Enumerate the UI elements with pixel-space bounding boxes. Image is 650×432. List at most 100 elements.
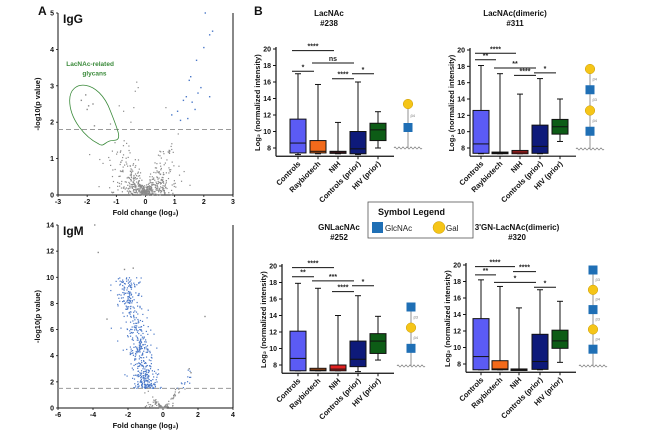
- data-point: [137, 294, 139, 297]
- data-point: [147, 383, 149, 385]
- data-point: [130, 179, 132, 181]
- data-point: [164, 185, 166, 187]
- data-point: [153, 370, 156, 372]
- data-point: [139, 305, 141, 307]
- data-point: [133, 329, 136, 331]
- data-point: [156, 182, 158, 185]
- data-point: [130, 279, 132, 281]
- data-point: [141, 354, 143, 356]
- data-point: [128, 177, 131, 179]
- data-point: [128, 188, 130, 190]
- data-point: [167, 177, 170, 180]
- gal-circle-icon: [405, 322, 417, 333]
- highlighted-point: [182, 99, 185, 102]
- data-point: [139, 363, 142, 365]
- data-point: [140, 184, 142, 186]
- box-raybiotech: [491, 360, 509, 371]
- data-point: [134, 285, 136, 287]
- data-point: [140, 190, 142, 192]
- data-point: [171, 148, 173, 151]
- data-point: [141, 188, 143, 190]
- lacnac-highlight-outline: [69, 84, 120, 146]
- data-point: [122, 169, 124, 171]
- data-point: [135, 292, 137, 294]
- data-point: [147, 190, 149, 192]
- data-point: [129, 301, 131, 303]
- data-point: [146, 373, 149, 376]
- data-point: [174, 393, 176, 395]
- data-point: [137, 348, 139, 350]
- x-tick-label: -6: [55, 412, 61, 419]
- gal-circle-icon: [432, 221, 446, 234]
- data-point: [173, 394, 175, 397]
- data-point: [129, 152, 131, 154]
- data-point: [145, 369, 147, 371]
- linkage-label: β4: [596, 297, 601, 302]
- data-point: [140, 375, 143, 378]
- data-point: [148, 190, 150, 192]
- significance-label: *: [544, 66, 547, 73]
- data-point: [148, 188, 150, 190]
- data-point: [131, 186, 134, 188]
- category-label: NIH: [508, 375, 524, 391]
- data-point: [183, 383, 186, 385]
- data-point: [139, 363, 141, 365]
- data-point: [162, 182, 165, 184]
- x-tick-label: -1: [113, 199, 119, 206]
- data-point: [109, 187, 111, 189]
- data-point: [159, 404, 161, 407]
- data-point: [138, 362, 140, 364]
- data-point: [140, 342, 143, 344]
- data-point: [120, 187, 123, 189]
- data-point: [157, 189, 159, 191]
- data-point: [147, 381, 149, 383]
- data-point: [154, 162, 156, 164]
- data-point: [147, 348, 149, 350]
- data-point: [134, 363, 137, 366]
- data-point: [148, 384, 150, 386]
- data-point: [174, 394, 176, 396]
- data-point: [156, 404, 158, 407]
- data-point: [137, 182, 140, 184]
- data-point: [150, 193, 152, 195]
- data-point: [160, 190, 162, 193]
- data-point: [123, 289, 125, 291]
- data-point: [130, 308, 132, 310]
- significance-label: **: [483, 268, 489, 275]
- data-point: [153, 387, 155, 389]
- data-point: [136, 350, 138, 352]
- data-point: [147, 401, 149, 404]
- y-tick-label: 1: [50, 156, 54, 163]
- data-point: [163, 153, 165, 155]
- data-point: [119, 277, 121, 279]
- data-point: [144, 193, 146, 196]
- data-point: [151, 183, 153, 186]
- data-point: [174, 395, 177, 397]
- highlighted-point: [208, 34, 211, 36]
- data-point: [133, 364, 135, 367]
- data-point: [140, 347, 142, 349]
- data-point: [147, 193, 149, 196]
- data-point: [144, 343, 146, 346]
- box-controls-prior-: [349, 340, 367, 368]
- data-point: [125, 278, 128, 280]
- data-point: [129, 302, 131, 304]
- significance-label: **: [300, 270, 306, 277]
- data-point: [145, 339, 147, 341]
- data-point: [148, 359, 150, 361]
- data-point: [152, 378, 154, 381]
- data-point: [145, 192, 147, 194]
- data-point: [139, 185, 142, 188]
- data-point: [129, 299, 131, 301]
- linker-squiggle: [396, 364, 426, 368]
- data-point: [142, 338, 144, 340]
- data-point: [152, 396, 154, 398]
- data-point: [140, 345, 143, 348]
- data-point: [140, 193, 143, 195]
- category-label: NIH: [509, 159, 525, 175]
- data-point: [146, 351, 149, 353]
- legend-label-gal: Gal: [446, 224, 459, 233]
- data-point: [129, 321, 132, 323]
- data-point: [159, 406, 161, 408]
- data-point: [138, 365, 141, 367]
